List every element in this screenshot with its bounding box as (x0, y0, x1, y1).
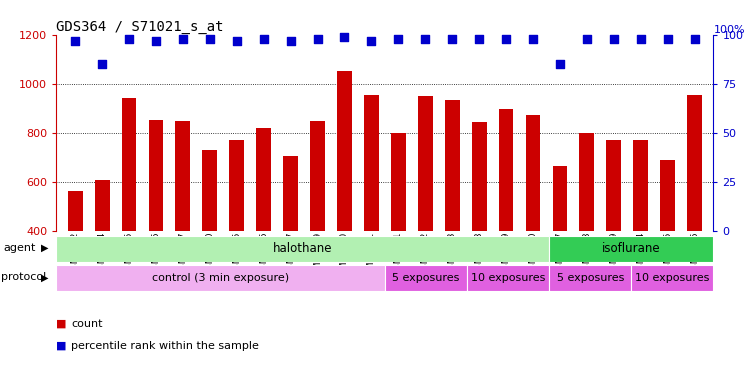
Text: ■: ■ (56, 319, 67, 329)
Point (312, 36, 324, 42)
Bar (310, 121, 325, 329)
Point (662, 36, 674, 42)
Bar (633, 140, 648, 329)
Bar (149, 120, 164, 329)
Point (366, 38, 378, 44)
Point (527, 36, 539, 42)
Point (204, 36, 216, 42)
Point (69, 38, 81, 44)
Text: 100%: 100% (713, 25, 745, 35)
Bar (385, 265, 467, 291)
Bar (391, 133, 406, 329)
Bar (95, 180, 110, 329)
Text: GDS364 / S71021_s_at: GDS364 / S71021_s_at (56, 20, 224, 34)
Bar (549, 265, 632, 291)
Bar (632, 265, 713, 291)
Bar (549, 236, 713, 262)
Text: ▶: ▶ (41, 272, 49, 283)
Bar (68, 191, 83, 329)
Point (446, 36, 458, 42)
Text: agent: agent (4, 243, 36, 253)
Point (231, 38, 243, 44)
Bar (418, 97, 433, 329)
Bar (606, 140, 621, 329)
Bar (364, 95, 379, 329)
Text: halothane: halothane (273, 242, 333, 255)
Point (473, 36, 485, 42)
Text: count: count (71, 319, 103, 329)
Bar (203, 150, 217, 329)
Bar (56, 236, 549, 262)
Text: ■: ■ (56, 341, 67, 351)
Bar (687, 95, 702, 329)
Point (96, 61, 108, 67)
Bar (553, 166, 567, 329)
Bar (499, 109, 514, 329)
Bar (580, 133, 594, 329)
Bar (660, 160, 675, 329)
Text: protocol: protocol (1, 272, 46, 283)
Point (339, 34, 351, 40)
Point (177, 36, 189, 42)
Point (554, 61, 566, 67)
Bar (526, 115, 541, 329)
Text: 5 exposures: 5 exposures (556, 273, 624, 283)
Text: isoflurane: isoflurane (602, 242, 661, 255)
Point (150, 38, 162, 44)
Text: 10 exposures: 10 exposures (471, 273, 545, 283)
Bar (122, 98, 137, 329)
Text: percentile rank within the sample: percentile rank within the sample (71, 341, 259, 351)
Text: control (3 min exposure): control (3 min exposure) (152, 273, 289, 283)
Point (500, 36, 512, 42)
Point (285, 38, 297, 44)
Point (635, 36, 647, 42)
Point (689, 36, 701, 42)
Bar (445, 100, 460, 329)
Point (258, 36, 270, 42)
Bar (176, 121, 190, 329)
Text: 10 exposures: 10 exposures (635, 273, 710, 283)
Point (608, 36, 620, 42)
Bar (283, 156, 298, 329)
Point (392, 36, 404, 42)
Bar (256, 128, 271, 329)
Bar (467, 265, 549, 291)
Bar (229, 140, 244, 329)
Bar (472, 122, 487, 329)
Text: ▶: ▶ (41, 243, 49, 253)
Point (581, 36, 593, 42)
Point (419, 36, 431, 42)
Bar (337, 71, 352, 329)
Bar (56, 265, 385, 291)
Point (123, 36, 135, 42)
Text: 5 exposures: 5 exposures (392, 273, 460, 283)
